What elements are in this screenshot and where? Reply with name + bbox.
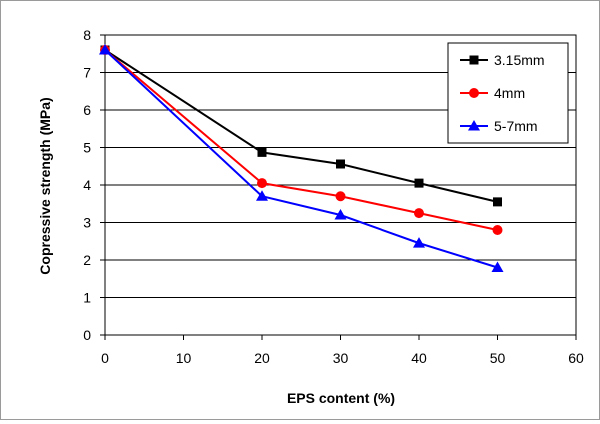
y-tick-label-2: 2 [83,252,91,268]
x-tick-label-60: 60 [568,350,584,366]
data-point-s1-4 [492,225,503,235]
data-point-s1-2 [335,191,346,202]
data-point-s2-0 [99,44,111,55]
legend-marker-2 [468,120,480,131]
x-tick-label-20: 20 [254,350,270,366]
y-tick-label-3: 3 [83,215,91,231]
tick-labels: 0 1 2 3 4 5 6 7 8 0 10 20 30 40 50 60 [83,27,584,366]
y-tick-label-4: 4 [83,177,91,193]
axes [100,34,577,340]
series-line-1 [104,49,498,231]
plot-area-frame [104,34,577,336]
y-tick-label-0: 0 [83,327,91,343]
y-tick-label-5: 5 [83,140,91,156]
data-point-s0-1 [257,147,267,157]
legend-marker-0 [469,55,479,65]
data-point-s1-1 [257,178,267,189]
legend-label-1: 4mm [494,85,525,101]
legend-label-0: 3.15mm [494,52,545,68]
data-point-s2-1 [256,190,268,201]
data-point-s0-3 [414,178,424,188]
legend-marker-1 [469,88,479,98]
grid-lines [105,34,576,298]
y-tick-label-1: 1 [83,290,91,306]
y-tick-label-6: 6 [83,102,91,118]
data-point-s2-4 [491,261,504,272]
legend: 3.15mm 4mm 5-7mm [447,42,569,144]
plot-series [99,44,504,272]
y-tick-label-7: 7 [83,65,91,81]
x-tick-label-50: 50 [490,350,506,366]
y-tick-label-8: 8 [83,27,91,43]
x-axis-title: EPS content (%) [287,390,395,406]
x-tick-label-30: 30 [333,350,349,366]
data-point-s0-2 [336,159,345,169]
data-point-s2-3 [413,237,425,248]
y-axis-title: Copressive strength (MPa) [37,97,53,274]
x-tick-label-10: 10 [176,350,192,366]
x-tick-label-0: 0 [101,350,109,366]
data-point-s0-4 [493,197,502,207]
x-tick-label-40: 40 [411,350,427,366]
legend-label-2: 5-7mm [494,118,538,134]
data-point-s1-3 [414,208,424,219]
data-point-s2-2 [334,209,347,220]
